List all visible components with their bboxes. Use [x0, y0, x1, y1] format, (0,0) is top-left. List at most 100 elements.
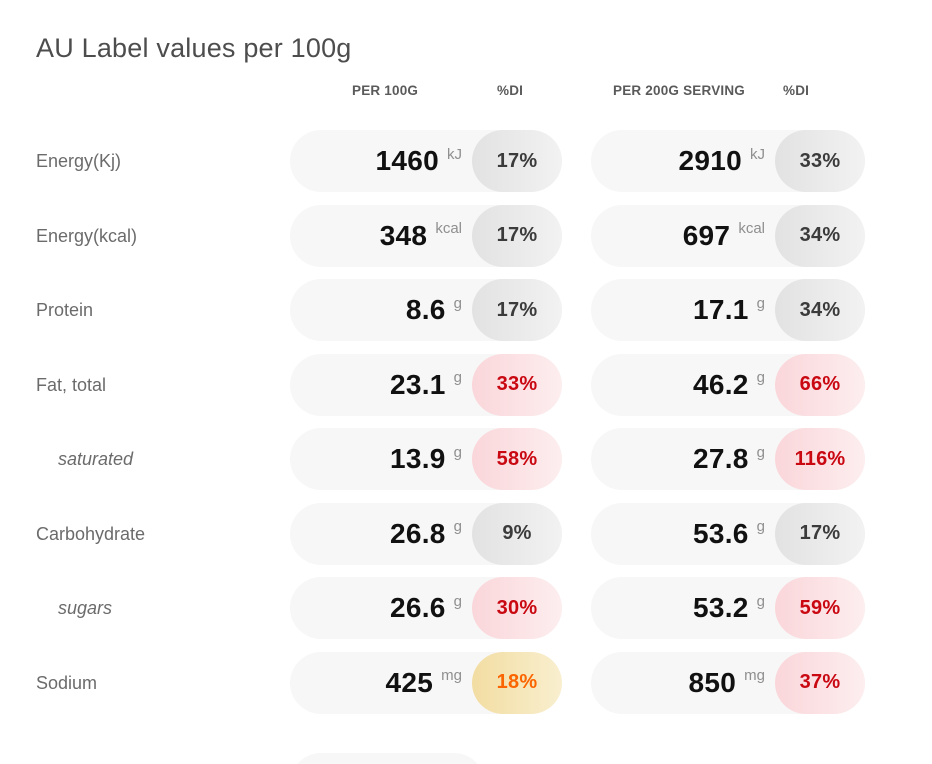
per-200g-unit: g [756, 369, 765, 386]
per-200g-unit: kJ [750, 145, 765, 163]
nutrient-row: Protein 8.6 g 17% 17.1 g 34% [0, 279, 932, 341]
nutrient-label: Energy(Kj) [36, 151, 122, 171]
per-200g-unit: g [756, 443, 765, 461]
per-100g-unit: g [453, 294, 462, 312]
per-100g-value: 348 [379, 219, 428, 251]
per-100g-capsule: 8.6 g 17% [290, 279, 562, 341]
per-200g-value: 17.1 [692, 294, 749, 325]
per-200g-capsule: 697 kcal 34% [591, 204, 865, 267]
per-200g-di-badge: 17% [775, 502, 865, 565]
per-100g-value: 23.1 [389, 368, 446, 400]
per-100g-capsule: 23.1 g 33% [290, 353, 562, 416]
per-100g-unit: g [453, 592, 462, 610]
per-200g-capsule: 53.6 g 17% [591, 502, 865, 565]
per-100g-value-group: 26.8 g [390, 503, 462, 565]
per-200g-di-badge: 34% [775, 279, 865, 341]
per-200g-capsule: 53.2 g 59% [591, 577, 865, 639]
per-100g-capsule: 26.6 g 30% [290, 577, 562, 639]
per-100g-unit: kJ [447, 145, 462, 163]
per-100g-value-group: 8.6 g [406, 279, 462, 341]
per-100g-capsule: 26.8 g 9% [290, 502, 562, 565]
per-100g-value: 13.9 [389, 443, 446, 474]
nutrient-row: Energy(Kj) 1460 kJ 17% 2910 kJ 33% [0, 130, 932, 192]
column-header-di-1: %DI [497, 83, 524, 98]
per-100g-unit: mg [441, 667, 462, 684]
per-200g-capsule: 27.8 g 116% [591, 428, 865, 490]
per-100g-di-badge: 33% [472, 353, 562, 416]
per-200g-value-group: 53.6 g [693, 503, 765, 565]
per-200g-unit: kcal [738, 220, 765, 237]
page-title: AU Label values per 100g [36, 33, 352, 63]
per-200g-value: 697 [682, 219, 731, 251]
per-200g-di-badge: 116% [775, 428, 865, 490]
per-100g-value: 26.6 [389, 592, 446, 623]
per-100g-unit: g [453, 369, 462, 386]
nutrient-row: sugars 26.6 g 30% 53.2 g 59% [0, 577, 932, 639]
per-200g-value-group: 46.2 g [693, 354, 765, 416]
per-200g-capsule: 17.1 g 34% [591, 279, 865, 341]
per-200g-value: 2910 [678, 145, 742, 176]
per-100g-unit: g [453, 518, 462, 535]
per-200g-unit: g [756, 592, 765, 610]
per-200g-di-badge: 66% [775, 353, 865, 416]
per-100g-value-group: 1460 kJ [376, 130, 463, 192]
per-200g-value: 46.2 [692, 368, 749, 400]
per-100g-di-badge: 17% [472, 130, 562, 192]
per-200g-unit: g [756, 518, 765, 535]
per-100g-di-badge: 58% [472, 428, 562, 490]
per-100g-value-group: 26.6 g [390, 577, 462, 639]
per-100g-value-group: 348 kcal [380, 205, 462, 267]
per-200g-value-group: 17.1 g [693, 279, 765, 341]
per-200g-capsule: 2910 kJ 33% [591, 130, 865, 192]
per-100g-value: 1460 [375, 145, 439, 176]
per-100g-capsule: 13.9 g 58% [290, 428, 562, 490]
per-100g-value: 425 [385, 666, 434, 698]
per-100g-di-badge: 30% [472, 577, 562, 639]
nutrient-label: Protein [36, 300, 94, 320]
per-200g-value-group: 850 mg [689, 652, 765, 714]
column-header-per-200g-serving: PER 200G SERVING [613, 83, 746, 98]
per-200g-value: 27.8 [692, 443, 749, 474]
per-200g-value-group: 697 kcal [683, 205, 765, 267]
nutrient-row: Energy(kcal) 348 kcal 17% 697 kcal 34% [0, 204, 932, 267]
per-200g-value: 53.2 [692, 592, 749, 623]
per-100g-value-group: 23.1 g [390, 354, 462, 416]
per-200g-value: 53.6 [692, 517, 749, 549]
per-200g-di-badge: 59% [775, 577, 865, 639]
per-200g-value-group: 27.8 g [693, 428, 765, 490]
nutrient-label: saturated [58, 449, 134, 469]
nutrient-row: Sodium 425 mg 18% 850 mg 37% [0, 651, 932, 714]
column-header-per-100g: PER 100G [352, 83, 419, 98]
nutrient-label: Sodium [36, 672, 98, 693]
per-100g-unit: kcal [435, 220, 462, 237]
partial-next-row-pill [290, 753, 485, 764]
per-200g-di-badge: 34% [775, 204, 865, 267]
column-header-di-2: %DI [783, 83, 810, 98]
nutrient-label: Fat, total [36, 374, 107, 395]
per-200g-value: 850 [688, 666, 737, 698]
per-200g-unit: g [756, 294, 765, 312]
per-100g-capsule: 1460 kJ 17% [290, 130, 562, 192]
per-100g-di-badge: 18% [472, 651, 562, 714]
per-100g-value: 8.6 [405, 294, 446, 325]
rows-container: Energy(Kj) 1460 kJ 17% 2910 kJ 33% Energ… [0, 130, 932, 726]
per-200g-di-badge: 37% [775, 651, 865, 714]
nutrient-label: sugars [58, 598, 113, 618]
per-100g-di-badge: 17% [472, 204, 562, 267]
per-200g-unit: mg [744, 667, 765, 684]
nutrient-row: saturated 13.9 g 58% 27.8 g 116% [0, 428, 932, 490]
per-200g-value-group: 2910 kJ [679, 130, 766, 192]
per-200g-capsule: 46.2 g 66% [591, 353, 865, 416]
per-200g-di-badge: 33% [775, 130, 865, 192]
per-100g-value: 26.8 [389, 517, 446, 549]
per-100g-capsule: 425 mg 18% [290, 651, 562, 714]
per-100g-unit: g [453, 443, 462, 461]
nutrient-row: Fat, total 23.1 g 33% 46.2 g 66% [0, 353, 932, 416]
per-100g-value-group: 13.9 g [390, 428, 462, 490]
nutrient-row: Carbohydrate 26.8 g 9% 53.6 g 17% [0, 502, 932, 565]
per-100g-di-badge: 17% [472, 279, 562, 341]
per-100g-capsule: 348 kcal 17% [290, 204, 562, 267]
per-200g-capsule: 850 mg 37% [591, 651, 865, 714]
nutrient-label: Carbohydrate [36, 523, 146, 544]
